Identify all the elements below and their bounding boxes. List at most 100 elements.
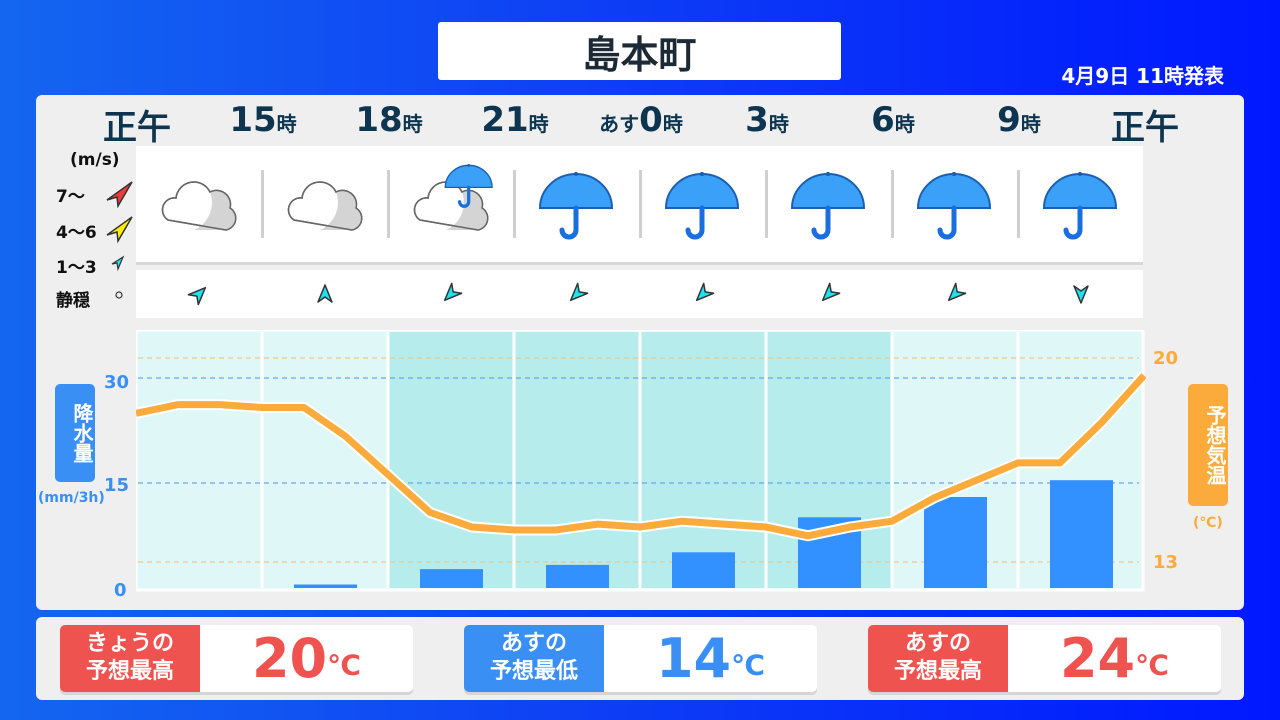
summary-unit: ℃ — [731, 649, 766, 682]
time-label: 3時 — [745, 100, 789, 140]
time-label: あす0時 — [599, 100, 683, 140]
time-label: 正午 — [1111, 100, 1179, 149]
time-number: 18 — [355, 100, 403, 140]
wind-arrow-icon — [1073, 285, 1089, 304]
time-number: 21 — [481, 100, 529, 140]
night-shade — [388, 332, 514, 588]
location-title: 島本町 — [438, 22, 841, 80]
night-shade — [640, 332, 766, 588]
calm-circle-icon — [115, 291, 123, 299]
time-unit: 時 — [1020, 112, 1041, 136]
night-shade — [514, 332, 640, 588]
time-unit: 時 — [528, 112, 549, 136]
temp-tick-20: 20 — [1153, 348, 1179, 369]
time-number: 9 — [997, 100, 1021, 140]
summary-card: あすの 予想最低 14 ℃ — [464, 625, 817, 692]
temp-unit: (℃) — [1193, 515, 1223, 531]
time-unit: 時 — [768, 112, 789, 136]
summary-label-line2: 予想最高 — [85, 659, 174, 684]
temp-line — [136, 373, 1146, 540]
wind-arrow-icon — [695, 282, 715, 302]
time-unit: 時 — [894, 112, 915, 136]
wind-legend-strong: 7〜 — [56, 187, 85, 207]
precip-bar — [924, 497, 987, 588]
umbrella-icon — [1042, 172, 1118, 240]
time-unit: 時 — [402, 112, 423, 136]
column-divider — [765, 170, 768, 238]
wind-legend-calm: 静穏 — [56, 291, 90, 311]
precip-tick-30: 30 — [104, 372, 130, 393]
cloudy-icon — [287, 181, 363, 231]
cloudy-icon — [161, 181, 237, 231]
summary-temp: 24 — [1059, 627, 1136, 690]
summary-unit: ℃ — [1135, 649, 1170, 682]
time-label: 正午 — [103, 100, 171, 149]
temp-tick-13: 13 — [1153, 552, 1179, 573]
cloudy-rain-icon — [413, 164, 493, 231]
column-divider — [513, 170, 516, 238]
wind-arrow-medium-icon — [106, 216, 133, 244]
umbrella-icon — [916, 172, 992, 240]
column-divider — [639, 170, 642, 238]
time-label: 6時 — [871, 100, 915, 140]
summary-panel: きょうの 予想最高 20 ℃ あすの 予想最低 14 ℃ あすの 予想最高 24 ℃ — [36, 617, 1244, 700]
wind-unit-label: (m/s) — [70, 150, 120, 170]
summary-label-line1: あすの — [500, 631, 567, 656]
wind-arrow-strong-icon — [106, 181, 133, 209]
precip-bar — [294, 584, 357, 588]
weather-row — [136, 146, 1143, 262]
precip-bar — [672, 552, 735, 588]
summary-temp: 20 — [251, 627, 328, 690]
precip-axis-label: 降水量 — [55, 384, 95, 482]
wind-arrow-icon — [821, 282, 841, 302]
wind-legend-medium: 4〜6 — [56, 223, 97, 243]
umbrella-icon — [538, 172, 614, 240]
time-number: 3 — [745, 100, 769, 140]
time-number: 正午 — [1111, 108, 1179, 148]
precip-bar — [546, 564, 609, 588]
summary-value: 14 ℃ — [604, 625, 817, 692]
precip-temp-chart — [136, 330, 1146, 592]
time-label: 21時 — [481, 100, 548, 140]
time-label: 9時 — [997, 100, 1041, 140]
time-label: 18時 — [355, 100, 422, 140]
time-number: 正午 — [103, 108, 171, 148]
precip-bar — [1050, 480, 1113, 588]
wind-arrow-weak-icon — [111, 255, 125, 271]
issued-time: 4月9日 11時発表 — [1061, 64, 1224, 88]
summary-label: あすの 予想最高 — [868, 625, 1008, 692]
column-divider — [1017, 170, 1020, 238]
wind-legend-weak: 1〜3 — [56, 258, 97, 278]
time-number: 6 — [871, 100, 895, 140]
time-number: 15 — [229, 100, 277, 140]
wind-row — [136, 270, 1143, 318]
time-label: 15時 — [229, 100, 296, 140]
summary-value: 20 ℃ — [200, 625, 413, 692]
umbrella-icon — [790, 172, 866, 240]
precip-unit: (mm/3h) — [38, 490, 105, 506]
summary-label: あすの 予想最低 — [464, 625, 604, 692]
wind-arrow-icon — [443, 282, 463, 302]
wind-arrow-icon — [317, 284, 333, 303]
column-divider — [387, 170, 390, 238]
time-number: 0 — [639, 100, 663, 140]
summary-label: きょうの 予想最高 — [60, 625, 200, 692]
wind-arrow-icon — [569, 282, 589, 302]
summary-label-line2: 予想最高 — [893, 659, 982, 684]
summary-temp: 14 — [655, 627, 732, 690]
time-prefix: あす — [599, 112, 640, 136]
summary-card: あすの 予想最高 24 ℃ — [868, 625, 1221, 692]
summary-label-line1: きょうの — [85, 631, 174, 656]
summary-card: きょうの 予想最高 20 ℃ — [60, 625, 413, 692]
summary-label-line1: あすの — [904, 631, 971, 656]
summary-value: 24 ℃ — [1008, 625, 1221, 692]
precip-bar — [420, 569, 483, 588]
column-divider — [261, 170, 264, 238]
precip-tick-15: 15 — [104, 475, 130, 496]
summary-label-line2: 予想最低 — [489, 659, 578, 684]
wind-arrow-icon — [187, 286, 207, 306]
temp-axis-label: 予想気温 — [1188, 384, 1228, 506]
time-unit: 時 — [662, 112, 683, 136]
summary-unit: ℃ — [327, 649, 362, 682]
precip-tick-0: 0 — [114, 580, 127, 601]
